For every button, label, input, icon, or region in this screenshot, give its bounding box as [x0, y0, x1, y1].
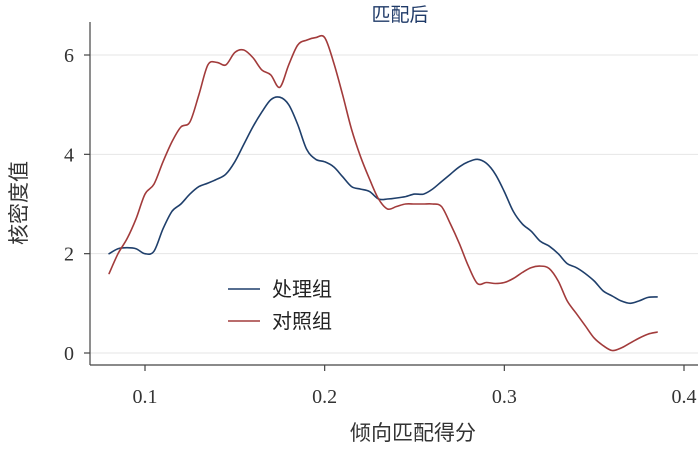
legend-item-control: 对照组 — [228, 309, 332, 333]
series-line-control — [108, 34, 658, 352]
y-tick-label-2: 4 — [64, 144, 74, 166]
x-tick-label-0: 0.1 — [133, 386, 158, 408]
x-axis-title: 倾向匹配得分 — [350, 421, 476, 445]
y-tick-label-0: 0 — [64, 343, 74, 365]
legend-item-treatment: 处理组 — [228, 277, 332, 301]
series-line-treatment — [108, 96, 658, 305]
legend-label: 处理组 — [272, 277, 332, 301]
x-tick-label-3: 0.4 — [672, 386, 697, 408]
y-tick-label-1: 2 — [64, 244, 74, 266]
x-tick-label-2: 0.3 — [492, 386, 517, 408]
grid-lines — [90, 54, 698, 354]
chart-title: 匹配后 — [371, 4, 428, 26]
series-lines — [108, 34, 658, 352]
y-axis-title: 核密度值 — [7, 161, 31, 245]
tick-labels: 0 2 4 6 0.1 0.2 0.3 0.4 — [64, 45, 697, 408]
legend-label: 对照组 — [272, 309, 332, 333]
y-tick-label-3: 6 — [64, 45, 74, 67]
axes — [84, 22, 698, 371]
x-tick-label-1: 0.2 — [312, 386, 337, 408]
